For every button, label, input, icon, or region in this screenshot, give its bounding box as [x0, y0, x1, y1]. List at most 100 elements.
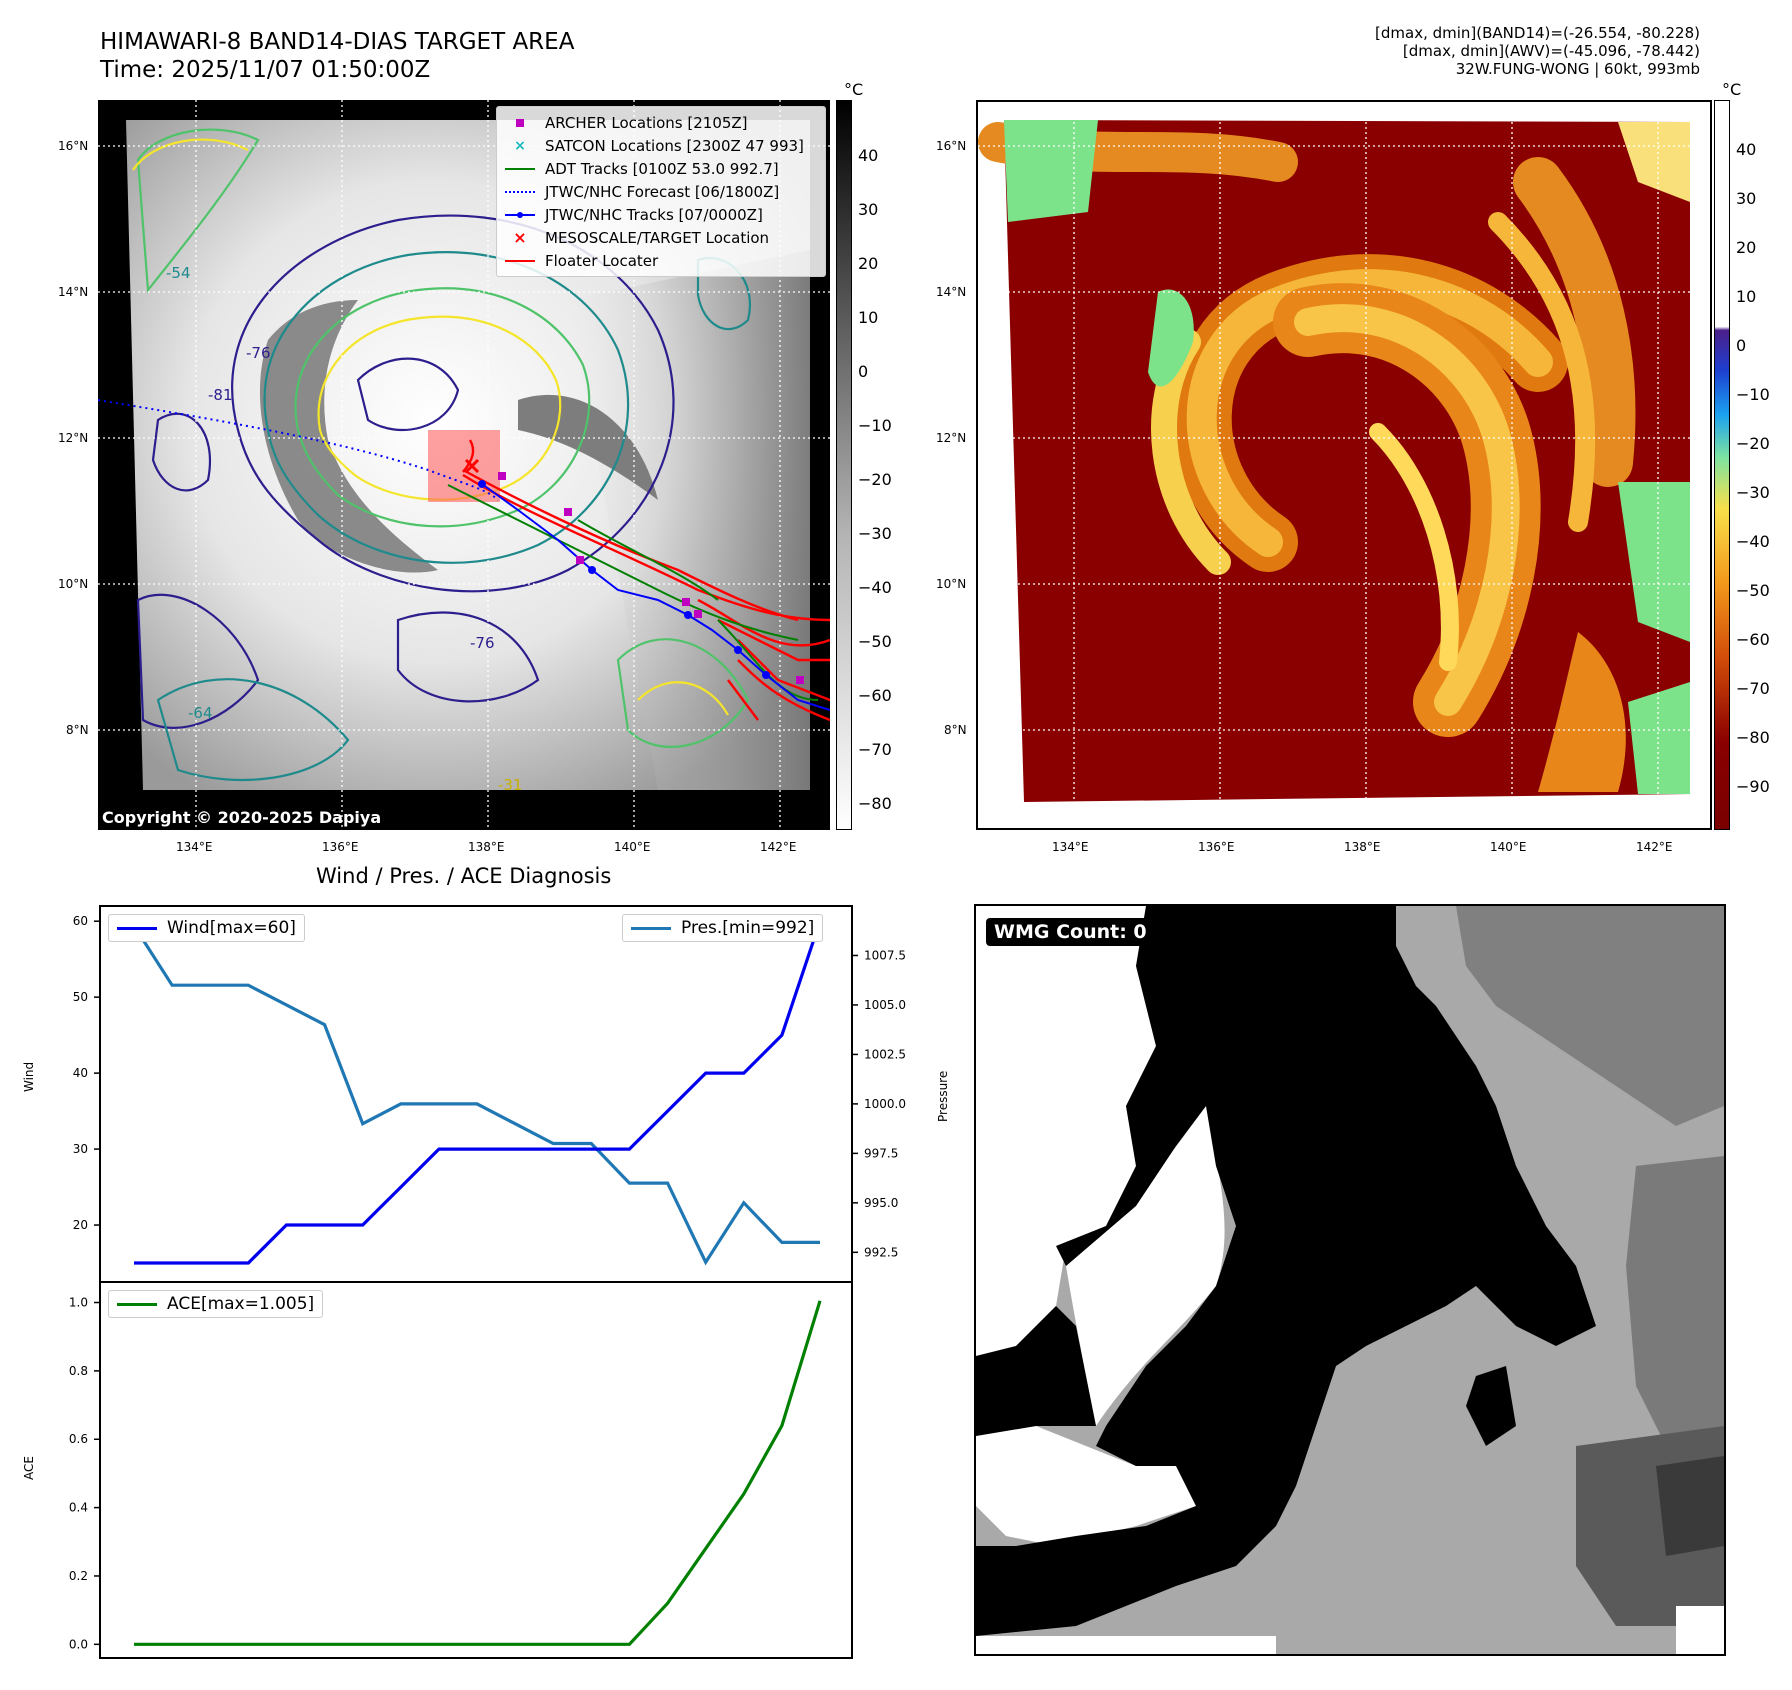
stats-block: [dmax, dmin](BAND14)=(-26.554, -80.228) …	[1375, 24, 1700, 78]
y-tick-label: 30	[73, 1142, 88, 1156]
ir-spiral-bands	[978, 122, 1636, 737]
lon-label: 142°E	[1636, 840, 1673, 854]
lon-label: 140°E	[1490, 840, 1527, 854]
lat-label: 12°N	[58, 431, 89, 445]
gray-cbar-tick: 20	[858, 254, 879, 273]
lat-label: 14°N	[58, 285, 89, 299]
ace-legend: ACE[max=1.005]	[108, 1290, 324, 1318]
color-cbar-tick: 40	[1736, 140, 1757, 159]
color-cbar-tick: −40	[1736, 532, 1770, 551]
gray-cbar-tick: −60	[858, 686, 892, 705]
lat-label: 16°N	[58, 139, 89, 153]
stats-awv: [dmax, dmin](AWV)=(-45.096, -78.442)	[1402, 42, 1700, 60]
pressure-series-line	[132, 924, 820, 1266]
wmg-black-region	[976, 906, 1596, 1636]
y-tick-label: 40	[73, 1066, 88, 1080]
lon-label: 138°E	[1344, 840, 1381, 854]
ace-panel	[99, 1281, 853, 1659]
wind-axis-label: Wind	[22, 1061, 36, 1092]
contour-label: -64	[188, 704, 213, 722]
wmg-panel: WMG Count: 0	[974, 904, 1726, 1656]
stats-band14: [dmax, dmin](BAND14)=(-26.554, -80.228)	[1375, 24, 1700, 42]
lat-label: 10°N	[58, 577, 89, 591]
legend-jtwc-tracks: JTWC/NHC Tracks [07/0000Z]	[505, 203, 817, 226]
contour-label: -76	[470, 634, 495, 652]
y2-tick-label: 1007.5	[864, 948, 906, 962]
color-cbar-tick: −10	[1736, 385, 1770, 404]
color-colorbar	[1714, 100, 1730, 830]
legend-floater: Floater Locater	[505, 249, 817, 272]
lat-label: 16°N	[936, 139, 967, 153]
y-tick-label: 20	[73, 1218, 88, 1232]
color-cbar-tick: −20	[1736, 434, 1770, 453]
legend-adt: ADT Tracks [0100Z 53.0 992.7]	[505, 157, 817, 180]
lon-label: 134°E	[176, 840, 213, 854]
wmg-count-badge: WMG Count: 0	[986, 918, 1155, 946]
y2-tick-label: 997.5	[864, 1146, 898, 1160]
gray-cbar-tick: 10	[858, 308, 879, 327]
enhanced-ir-map	[976, 100, 1712, 830]
color-cbar-tick: −70	[1736, 679, 1770, 698]
gray-cbar-tick: −50	[858, 632, 892, 651]
floater-tracks	[462, 439, 831, 722]
ace-series-line	[134, 1300, 822, 1646]
color-cbar-tick: 30	[1736, 189, 1757, 208]
lon-label: 134°E	[1052, 840, 1089, 854]
y-tick-label: 0.0	[69, 1637, 88, 1651]
figure-title: HIMAWARI-8 BAND14-DIAS TARGET AREA	[100, 29, 575, 55]
y-tick-label: 0.8	[69, 1364, 88, 1378]
gray-cbar-tick: −30	[858, 524, 892, 543]
y-tick-label: 0.6	[69, 1432, 88, 1446]
gray-cbar-tick: 0	[858, 362, 869, 381]
gray-cbar-tick: −20	[858, 470, 892, 489]
enhanced-ir-canvas	[978, 102, 1710, 828]
legend-mesoscale: × MESOSCALE/TARGET Location	[513, 227, 770, 247]
diagnosis-chart: 20 30 40 50 60 992.5 995.0 997.5 1000.0 1002.5 10…	[69, 905, 906, 1659]
color-cbar-tick: −80	[1736, 728, 1770, 747]
archer-markers	[498, 472, 804, 684]
ace-axis-label: ACE	[22, 1456, 36, 1480]
legend-satcon: × SATCON Locations [2300Z 47 993]	[514, 136, 804, 155]
lat-label: 8°N	[944, 723, 967, 737]
gray-cbar-tick: −40	[858, 578, 892, 597]
contour-label: -81	[208, 386, 233, 404]
lat-label: 10°N	[936, 577, 967, 591]
colorbar-unit: °C	[1722, 80, 1742, 99]
lon-label: 140°E	[614, 840, 651, 854]
y2-tick-label: 1002.5	[864, 1047, 906, 1061]
wmg-raster	[976, 906, 1724, 1654]
y-tick-label: 60	[73, 914, 88, 928]
legend-archer: ARCHER Locations [2105Z]	[505, 111, 817, 134]
lon-label: 142°E	[760, 840, 797, 854]
figure-time: Time: 2025/11/07 01:50:00Z	[100, 57, 431, 83]
color-cbar-tick: 20	[1736, 238, 1757, 257]
lon-label: 136°E	[1198, 840, 1235, 854]
y-tick-label: 1.0	[69, 1296, 88, 1310]
color-cbar-tick: −60	[1736, 630, 1770, 649]
contour-label: -31	[498, 776, 523, 794]
y2-tick-label: 995.0	[864, 1196, 898, 1210]
gray-cbar-tick: 30	[858, 200, 879, 219]
color-cbar-tick: 0	[1736, 336, 1747, 355]
color-cbar-tick: −50	[1736, 581, 1770, 600]
gray-cbar-tick: −10	[858, 416, 892, 435]
mesoscale-target-marker	[464, 458, 480, 474]
lon-label: 136°E	[322, 840, 359, 854]
gray-colorbar	[836, 100, 852, 830]
colorbar-unit: °C	[844, 80, 864, 99]
y-tick-label: 0.2	[69, 1569, 88, 1583]
map-legend: ARCHER Locations [2105Z] × SATCON Locati…	[496, 106, 826, 277]
y2-tick-label: 992.5	[864, 1245, 898, 1259]
color-cbar-tick: 10	[1736, 287, 1757, 306]
pressure-axis-label: Pressure	[936, 1070, 950, 1122]
gray-cbar-tick: 40	[858, 146, 879, 165]
jtwc-best-track	[481, 483, 831, 711]
y-tick-label: 50	[73, 990, 88, 1004]
stats-storm: 32W.FUNG-WONG | 60kt, 993mb	[1455, 60, 1700, 78]
y2-tick-label: 1000.0	[864, 1097, 906, 1111]
wind-pres-panel	[99, 905, 853, 1283]
color-cbar-tick: −30	[1736, 483, 1770, 502]
band14-map: -76 -81 -64 -54 -31 -76 ARCHER Locations…	[97, 100, 831, 830]
copyright-text: Copyright © 2020-2025 Dapiya	[102, 808, 382, 827]
lat-label: 12°N	[936, 431, 967, 445]
